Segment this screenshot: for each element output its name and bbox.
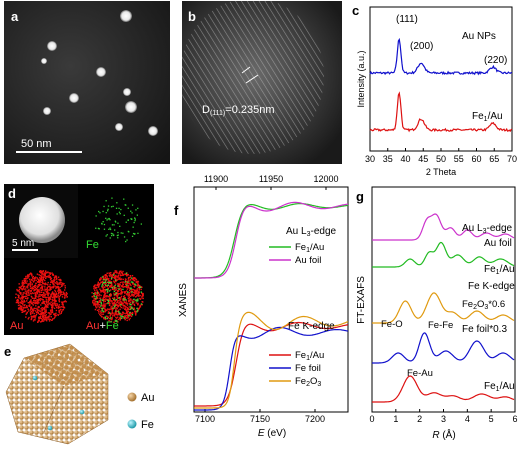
peak-111-label: (111) (396, 14, 418, 25)
peak-220-label: (220) (484, 55, 507, 66)
x-tick-label: 1 (393, 414, 398, 424)
nanoparticle (125, 101, 137, 113)
fe-fe-annotation: Fe-Fe (428, 320, 453, 331)
panel-c: c (111) (200) (220) Au NPs Fe1/Au Intens… (350, 1, 523, 179)
x-tick-label: 4 (465, 414, 470, 424)
panel-f: 11900 11950 12000 7100 7150 7200 f Au L3-edg… (164, 170, 352, 447)
panel-g-chart: g Au L3-edge Au foil Fe1/Au Fe K-edge Fe… (352, 170, 523, 447)
x-tick-label: 55 (454, 154, 464, 164)
panel-f-chart: 11900 11950 12000 7100 7150 7200 f Au L3-edg… (164, 170, 352, 447)
series-fe1au-label: Fe1/Au (472, 111, 503, 123)
scale-bar-label: 5 nm (12, 238, 34, 249)
x-tick-label: 2 (417, 414, 422, 424)
fe1au-top-label: Fe1/Au (484, 264, 515, 276)
x-tick-label: 30 (365, 154, 375, 164)
bottom-tick-label: 7100 (195, 414, 215, 424)
au-legend-icon (128, 393, 137, 402)
c-ylabel: Intensity (a.u.) (356, 50, 366, 107)
panel-d-maps: d 5 nm Fe Au Au+Fe (4, 184, 154, 335)
plot-frame (194, 187, 348, 412)
panel-a-image: a 50 nm (4, 1, 170, 164)
au-legend-label: Au (141, 392, 154, 404)
x-tick-label: 0 (369, 414, 374, 424)
top-tick-label: 12000 (313, 174, 338, 184)
au-edge-label: Au L3-edge (286, 226, 336, 238)
panel-g: g Au L3-edge Au foil Fe1/Au Fe K-edge Fe… (352, 170, 523, 447)
legend-label: Fe1/Au (295, 242, 324, 254)
peak-200-label: (200) (410, 41, 433, 52)
panel-e-model: e Au Fe (4, 340, 180, 445)
legend-label: Fe2O3 (295, 376, 321, 388)
x-tick-label: 3 (441, 414, 446, 424)
panel-c-chart: c (111) (200) (220) Au NPs Fe1/Au Intens… (350, 1, 523, 179)
x-tick-label: 5 (489, 414, 494, 424)
xanes-au-foil-curve (194, 202, 348, 278)
x-tick-label: 60 (471, 154, 481, 164)
au-foil-label: Au foil (484, 238, 512, 249)
x-tick-label: 35 (383, 154, 393, 164)
panel-a: a 50 nm (4, 1, 170, 164)
nanoparticle (96, 67, 106, 77)
x-tick-label: 40 (400, 154, 410, 164)
fe-edge-label: Fe K-edge (468, 281, 515, 292)
series-au-nps-label: Au NPs (462, 31, 496, 42)
top-tick-label: 11900 (204, 174, 228, 184)
g-ylabel: FT-EXAFS (356, 276, 367, 324)
fe-legend-icon (128, 420, 137, 429)
haadf-particle (19, 197, 65, 243)
panel-b-label: b (188, 9, 196, 24)
scale-bar-label: 50 nm (21, 138, 52, 150)
nanoparticle (148, 126, 158, 136)
top-tick-label: 11950 (259, 174, 283, 184)
au-edge-legend: Fe1/AuAu foil (269, 242, 324, 266)
nanoparticle (123, 88, 131, 96)
panel-e: e Au Fe (4, 340, 180, 445)
au-map-label: Au (10, 320, 23, 332)
panel-c-label: c (352, 3, 359, 18)
fe-au-annotation: Fe-Au (407, 368, 433, 379)
panel-f-label: f (174, 203, 179, 218)
bottom-tick-label: 7150 (250, 414, 270, 424)
nanoparticle (120, 10, 132, 22)
legend-label: Au foil (295, 255, 321, 266)
legend-label: Fe1/Au (295, 350, 324, 362)
legend-label: Fe foil (295, 363, 321, 374)
bottom-tick-label: 7200 (305, 414, 325, 424)
x-tick-label: 65 (489, 154, 499, 164)
panel-d: d 5 nm Fe Au Au+Fe (4, 184, 154, 335)
x-tick-label: 50 (436, 154, 446, 164)
nanoparticle (43, 107, 51, 115)
f-ylabel: XANES (178, 283, 189, 317)
nanoparticle (115, 123, 123, 131)
au-edge-label: Au L3-edge (462, 223, 512, 235)
x-tick-label: 70 (507, 154, 517, 164)
panel-b-image: b D(111)=0.235nm (182, 1, 342, 164)
x-tick-label: 45 (418, 154, 428, 164)
fe2o3-label: Fe2O3*0.6 (462, 299, 505, 311)
au-fe-map-label: Au+Fe (86, 320, 119, 332)
exafs-fe-foil-curve (372, 333, 514, 363)
g-xlabel: R (Å) (432, 428, 455, 441)
fe-legend-label: Fe (141, 419, 154, 431)
panel-a-label: a (11, 9, 19, 24)
fe-o-annotation: Fe-O (381, 319, 403, 330)
panel-g-label: g (356, 189, 364, 204)
x-tick-label: 6 (512, 414, 517, 424)
nanoparticle (47, 41, 57, 51)
nanoparticle (41, 58, 47, 64)
xanes-au-fe1au-curve (194, 204, 348, 278)
fe-foil-label: Fe foil*0.3 (462, 324, 507, 335)
fe1au-bottom-label: Fe1/Au (484, 381, 515, 393)
nanoparticle (69, 93, 79, 103)
fe-map-label: Fe (86, 239, 99, 251)
fe-edge-label: Fe K-edge (288, 321, 335, 332)
panel-b: b D(111)=0.235nm (182, 1, 342, 164)
panel-e-label: e (4, 344, 11, 359)
xanes-fe-fe1au-curve (194, 323, 348, 407)
f-xlabel: E (eV) (258, 428, 286, 439)
panel-d-label: d (8, 186, 16, 201)
